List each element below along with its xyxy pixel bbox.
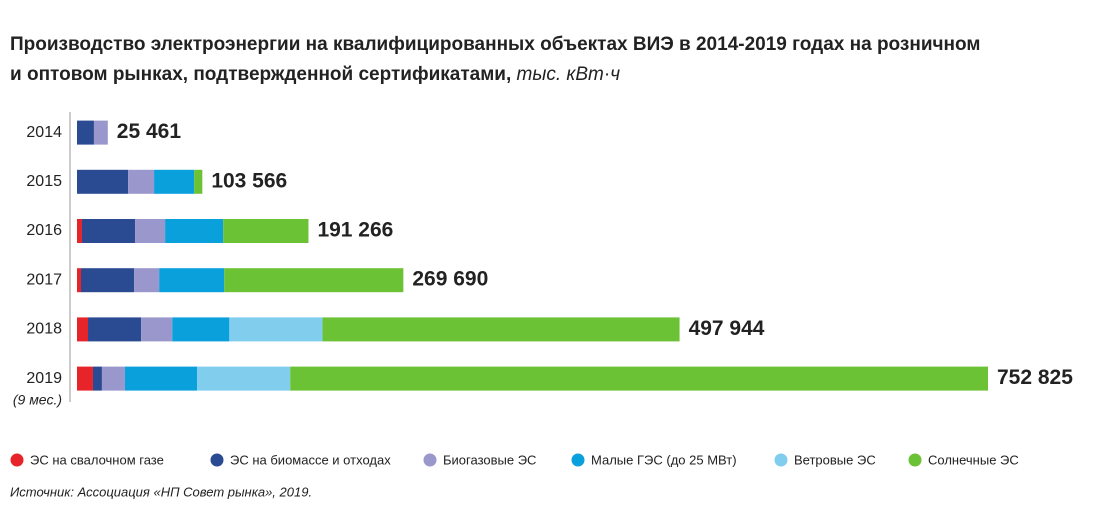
chart-title: и оптовом рынках, подтвержденной сертифи… xyxy=(10,64,620,85)
bar-segment xyxy=(165,219,224,243)
bar-segment xyxy=(134,268,160,293)
bar-segment xyxy=(172,317,230,342)
y-tick-label: 2018 xyxy=(26,321,62,338)
bar-segment xyxy=(77,366,93,391)
bar-segment xyxy=(88,317,142,342)
bar-segment xyxy=(197,366,291,391)
bar-segment xyxy=(322,317,680,342)
legend-label: Малые ГЭС (до 25 МВт) xyxy=(591,452,737,467)
legend-marker xyxy=(908,453,922,467)
legend-label: Биогазовые ЭС xyxy=(443,452,536,467)
total-label: 269 690 xyxy=(412,268,488,291)
bar-segment xyxy=(290,366,988,391)
chart-title: и оптовом рынках, подтвержденной сертифи… xyxy=(10,64,511,85)
y-tick-label: 2017 xyxy=(26,271,62,288)
bar-segment xyxy=(77,120,94,145)
bar-segment xyxy=(135,219,166,243)
legend-marker xyxy=(10,453,24,467)
unit: тыс. кВт·ч xyxy=(517,64,621,85)
bar-segment xyxy=(77,169,129,194)
legend-label: ЭС на свалочном газе xyxy=(30,452,164,467)
bar-segment xyxy=(159,268,225,293)
bar-segment xyxy=(224,268,404,293)
bar-segment xyxy=(141,317,173,342)
legend-marker xyxy=(210,453,224,467)
bar-segment xyxy=(128,169,155,194)
legend-label: Солнечные ЭС xyxy=(928,452,1019,467)
bar-segment xyxy=(81,219,136,243)
bar-segment xyxy=(101,366,125,391)
bar-segment xyxy=(194,169,203,194)
total-label: 191 266 xyxy=(317,219,393,242)
legend-marker xyxy=(774,453,788,467)
bar-segment xyxy=(92,366,102,391)
y-tick-label: 2016 xyxy=(26,222,62,239)
legend-label: ЭС на биомассе и отходах xyxy=(230,452,391,467)
legend-marker xyxy=(571,453,585,467)
bar-segment xyxy=(80,268,135,293)
total-label: 25 461 xyxy=(117,120,182,143)
chart-title: Производство электроэнергии на квалифици… xyxy=(10,34,980,55)
bar-segment xyxy=(77,219,82,243)
total-label: 752 825 xyxy=(997,366,1073,389)
bar-segment xyxy=(223,219,309,243)
y-tick-label: 2015 xyxy=(26,173,62,190)
bar-segment xyxy=(77,268,81,293)
bar-segment xyxy=(77,317,89,342)
total-label: 497 944 xyxy=(689,317,765,340)
y-tick-label: 2019 xyxy=(26,370,62,387)
total-label: 103 566 xyxy=(211,169,287,192)
bar-segment xyxy=(93,120,108,145)
legend-label: Ветровые ЭС xyxy=(794,452,876,467)
source: Источник: Ассоциация «НП Совет рынка», 2… xyxy=(10,484,312,499)
bar-segment xyxy=(229,317,323,342)
legend-marker xyxy=(423,453,437,467)
bar-segment xyxy=(124,366,198,391)
bar-segment xyxy=(154,169,195,194)
category-note: (9 мес.) xyxy=(13,391,62,407)
y-tick-label: 2014 xyxy=(26,124,62,141)
